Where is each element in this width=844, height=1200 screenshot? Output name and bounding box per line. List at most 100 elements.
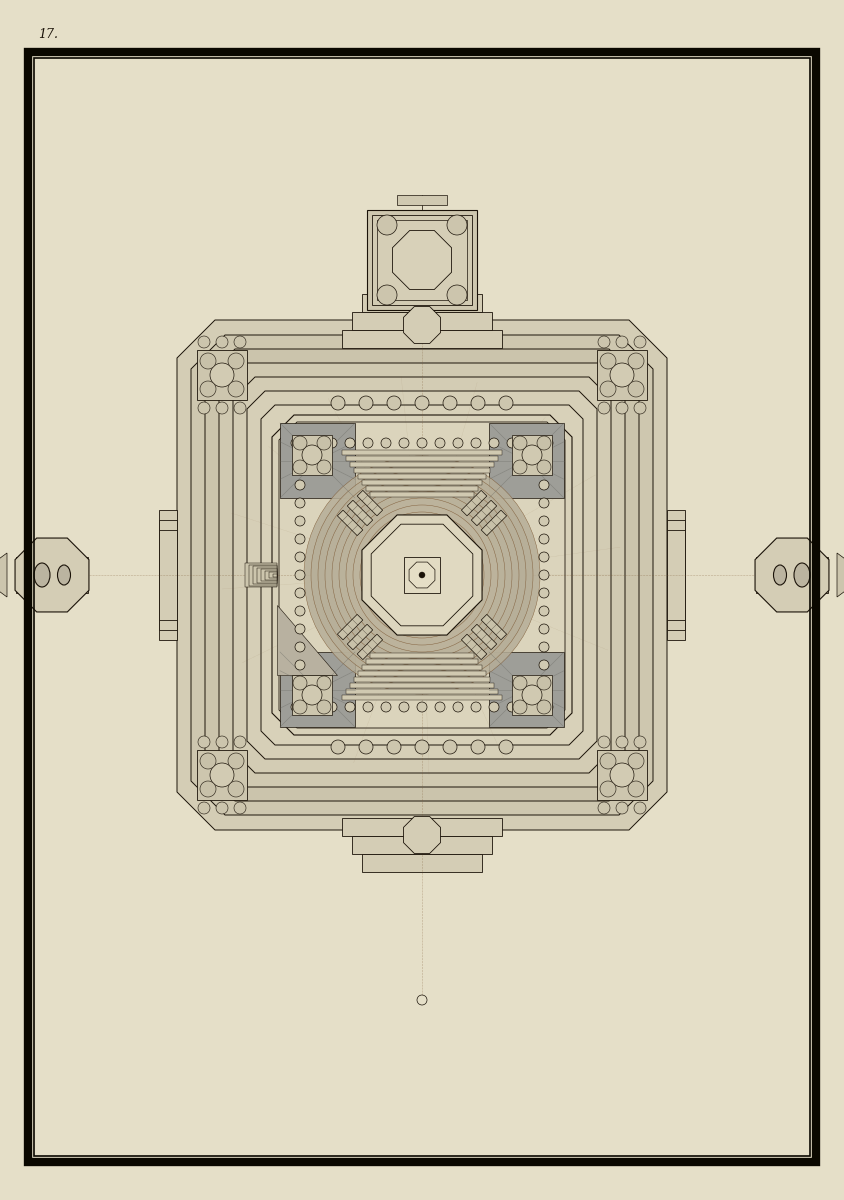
Circle shape (543, 438, 553, 448)
Bar (352, 312, 492, 330)
Bar (372, 215, 472, 305)
Circle shape (210, 763, 234, 787)
Bar (159, 520, 177, 630)
Circle shape (537, 436, 551, 450)
Ellipse shape (318, 470, 526, 680)
Circle shape (293, 700, 307, 714)
Ellipse shape (346, 498, 498, 652)
Circle shape (415, 740, 429, 754)
Bar (367, 210, 477, 310)
Ellipse shape (388, 540, 456, 610)
Circle shape (234, 736, 246, 748)
Polygon shape (362, 515, 482, 635)
Text: 17.: 17. (38, 28, 58, 41)
Polygon shape (247, 391, 597, 758)
Circle shape (443, 740, 457, 754)
Circle shape (539, 606, 549, 616)
Bar (366, 659, 478, 664)
Circle shape (228, 353, 244, 370)
Bar (362, 665, 482, 670)
Bar (197, 750, 247, 800)
Circle shape (513, 676, 527, 690)
Bar (362, 854, 482, 872)
Polygon shape (347, 624, 373, 649)
Ellipse shape (325, 476, 519, 673)
Circle shape (634, 402, 646, 414)
Bar (197, 350, 247, 400)
Circle shape (295, 516, 305, 526)
Circle shape (198, 336, 210, 348)
Bar (261, 569, 277, 581)
Circle shape (295, 480, 305, 490)
Polygon shape (403, 816, 441, 853)
Circle shape (377, 215, 397, 235)
Circle shape (387, 396, 401, 410)
Circle shape (600, 781, 616, 797)
Circle shape (634, 336, 646, 348)
Circle shape (234, 802, 246, 814)
Bar (667, 510, 685, 640)
Bar (350, 683, 494, 688)
Circle shape (539, 588, 549, 598)
Polygon shape (371, 524, 473, 626)
Polygon shape (191, 335, 653, 815)
Circle shape (600, 382, 616, 397)
Circle shape (228, 754, 244, 769)
Circle shape (610, 362, 634, 386)
Polygon shape (357, 634, 382, 660)
Circle shape (293, 676, 307, 690)
Circle shape (447, 284, 467, 305)
Circle shape (399, 438, 409, 448)
Circle shape (345, 438, 355, 448)
Circle shape (417, 702, 427, 712)
Bar (159, 530, 177, 620)
Bar (489, 422, 564, 498)
Bar (489, 652, 564, 727)
Polygon shape (755, 538, 829, 612)
Circle shape (634, 802, 646, 814)
Ellipse shape (332, 484, 512, 666)
Circle shape (381, 438, 391, 448)
Polygon shape (15, 538, 89, 612)
Circle shape (234, 402, 246, 414)
Circle shape (628, 382, 644, 397)
Circle shape (616, 736, 628, 748)
Circle shape (471, 396, 485, 410)
Circle shape (598, 336, 610, 348)
Bar (280, 652, 355, 727)
Circle shape (317, 676, 331, 690)
Bar (397, 194, 447, 205)
Polygon shape (338, 510, 363, 535)
Ellipse shape (311, 463, 533, 686)
Bar (292, 434, 332, 475)
Polygon shape (0, 553, 7, 596)
Circle shape (295, 534, 305, 544)
Bar (342, 450, 502, 455)
Circle shape (309, 438, 319, 448)
Circle shape (345, 702, 355, 712)
Circle shape (295, 624, 305, 634)
Bar (667, 520, 685, 630)
Circle shape (309, 702, 319, 712)
Circle shape (295, 660, 305, 670)
Polygon shape (837, 553, 844, 596)
Polygon shape (403, 306, 441, 343)
Bar (370, 492, 474, 497)
Polygon shape (279, 422, 565, 728)
Polygon shape (177, 320, 667, 830)
Polygon shape (462, 491, 487, 516)
Circle shape (291, 438, 301, 448)
Circle shape (216, 402, 228, 414)
Circle shape (616, 402, 628, 414)
Polygon shape (277, 605, 337, 674)
Bar (377, 220, 467, 300)
Circle shape (525, 702, 535, 712)
Circle shape (539, 624, 549, 634)
Circle shape (499, 396, 513, 410)
Circle shape (295, 606, 305, 616)
Polygon shape (219, 362, 625, 787)
Bar (159, 510, 177, 640)
Circle shape (200, 353, 216, 370)
Bar (366, 486, 478, 491)
Ellipse shape (395, 547, 449, 602)
